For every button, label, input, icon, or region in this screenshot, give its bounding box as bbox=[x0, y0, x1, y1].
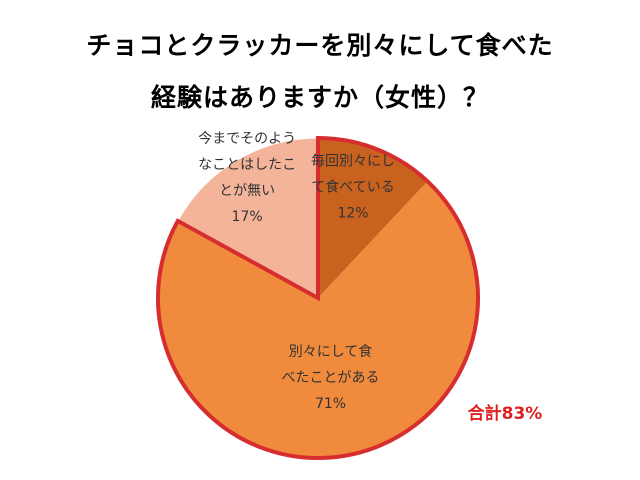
slice-never bbox=[177, 137, 319, 299]
slice-category-label: とが無い bbox=[219, 183, 275, 199]
chart-title-line-2: 経験はありますか（女性）？ bbox=[150, 83, 489, 112]
chart-title-line-1: チョコとクラッカーを別々にして食べた bbox=[86, 31, 554, 60]
highlight-border bbox=[156, 135, 480, 460]
slice-every-time bbox=[318, 138, 428, 298]
slice-has-done bbox=[157, 181, 478, 459]
slice-category-label: 今までそのよう bbox=[198, 131, 296, 147]
slice-category-label: て食べている bbox=[311, 179, 394, 196]
slice-category-label: なことはしたこ bbox=[198, 157, 296, 173]
slice-value-label: 12% bbox=[337, 206, 368, 222]
slice-value-label: 71% bbox=[315, 396, 346, 412]
slice-category-label: 別々にして食 bbox=[289, 343, 373, 360]
slice-category-label: べたことがある bbox=[282, 370, 380, 386]
total-annotation: 合計83% bbox=[468, 403, 543, 424]
slice-category-label: 毎回別々にし bbox=[311, 154, 395, 170]
slice-value-label: 17% bbox=[232, 209, 263, 225]
